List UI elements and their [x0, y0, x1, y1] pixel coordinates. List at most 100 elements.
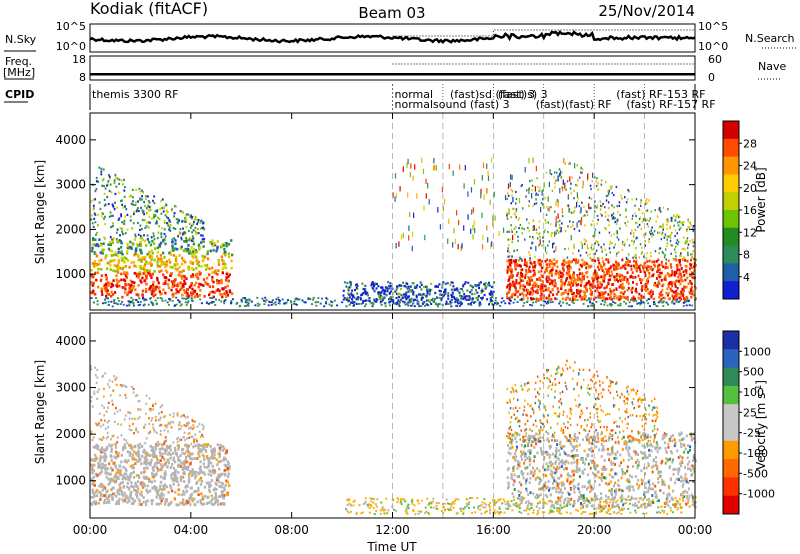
range-cell	[483, 293, 486, 297]
range-cell	[180, 476, 183, 479]
range-cell	[508, 208, 510, 211]
range-cell	[580, 281, 583, 284]
range-cell	[470, 304, 473, 306]
range-cell	[596, 241, 599, 244]
range-cell	[180, 285, 183, 288]
range-cell	[530, 287, 533, 291]
range-cell	[568, 273, 571, 277]
range-cell	[684, 242, 686, 245]
range-cell	[140, 462, 143, 466]
range-cell	[678, 260, 681, 264]
range-cell	[312, 298, 315, 301]
range-cell	[623, 276, 626, 279]
range-cell	[333, 299, 336, 302]
range-cell	[686, 229, 688, 232]
range-cell	[541, 190, 543, 196]
range-cell	[348, 286, 351, 289]
range-cell	[183, 463, 186, 467]
range-cell	[553, 250, 555, 253]
range-cell	[679, 226, 682, 229]
range-cell	[544, 229, 546, 232]
range-cell	[603, 286, 606, 290]
range-cell	[217, 460, 220, 464]
range-cell	[545, 252, 548, 255]
range-cell	[660, 271, 663, 275]
range-cell	[163, 220, 166, 223]
range-cell	[155, 222, 158, 225]
range-cell	[141, 481, 144, 485]
range-cell	[110, 300, 113, 303]
range-cell	[133, 432, 135, 435]
range-cell	[244, 305, 247, 307]
range-cell	[663, 276, 666, 279]
range-cell	[457, 243, 459, 250]
range-cell	[638, 302, 640, 304]
range-cell	[134, 483, 138, 487]
range-cell	[682, 305, 685, 307]
range-cell	[223, 486, 226, 490]
range-cell	[186, 415, 189, 419]
range-cell	[211, 271, 214, 274]
range-cell	[647, 280, 649, 283]
range-cell	[473, 179, 476, 185]
range-cell	[225, 450, 228, 454]
range-cell	[591, 284, 594, 288]
range-cell	[591, 302, 594, 305]
range-cell	[191, 273, 195, 276]
range-cell	[99, 455, 102, 458]
range-cell	[677, 224, 680, 227]
colorbar-tick-label: 24	[743, 160, 757, 173]
range-cell	[201, 254, 204, 258]
range-cell	[508, 244, 510, 247]
range-cell	[177, 503, 180, 507]
range-cell	[194, 476, 197, 480]
range-cell	[536, 278, 539, 281]
range-cell	[197, 277, 200, 281]
range-cell	[575, 289, 578, 292]
range-cell	[533, 282, 536, 286]
range-cell	[513, 281, 516, 284]
range-cell	[229, 290, 232, 294]
range-cell	[150, 292, 154, 296]
range-cell	[685, 299, 687, 302]
range-cell	[196, 425, 199, 428]
range-cell	[166, 465, 169, 469]
range-cell	[195, 474, 198, 478]
range-cell	[515, 279, 518, 282]
range-cell	[193, 457, 196, 460]
range-cell	[573, 210, 576, 213]
range-cell	[543, 270, 546, 274]
range-cell	[477, 294, 480, 298]
range-cell	[365, 293, 368, 296]
colorbar-swatch	[723, 174, 739, 193]
range-cell	[173, 460, 177, 464]
range-cell	[169, 448, 172, 452]
range-cell	[538, 258, 541, 262]
range-cell	[139, 190, 142, 193]
range-cell	[555, 246, 557, 252]
range-cell	[576, 164, 578, 167]
range-cell	[437, 207, 439, 213]
range-cell	[181, 293, 184, 297]
range-cell	[189, 215, 191, 219]
range-cell	[567, 194, 569, 200]
range-cell	[159, 207, 162, 210]
range-cell	[669, 263, 672, 266]
range-cell	[162, 239, 165, 242]
range-cell	[97, 285, 100, 289]
range-cell	[275, 298, 278, 301]
range-cell	[689, 222, 691, 225]
y-tick-label: 4000	[55, 133, 86, 147]
range-cell	[115, 253, 118, 256]
range-cell	[680, 275, 683, 279]
range-cell	[544, 285, 547, 288]
range-cell	[637, 225, 639, 229]
range-cell	[246, 301, 249, 304]
range-cell	[671, 269, 674, 273]
range-cell	[133, 271, 136, 275]
range-cell	[638, 292, 641, 296]
range-cell	[101, 212, 103, 215]
range-cell	[384, 286, 387, 289]
range-cell	[170, 288, 173, 292]
range-cell	[113, 208, 116, 211]
